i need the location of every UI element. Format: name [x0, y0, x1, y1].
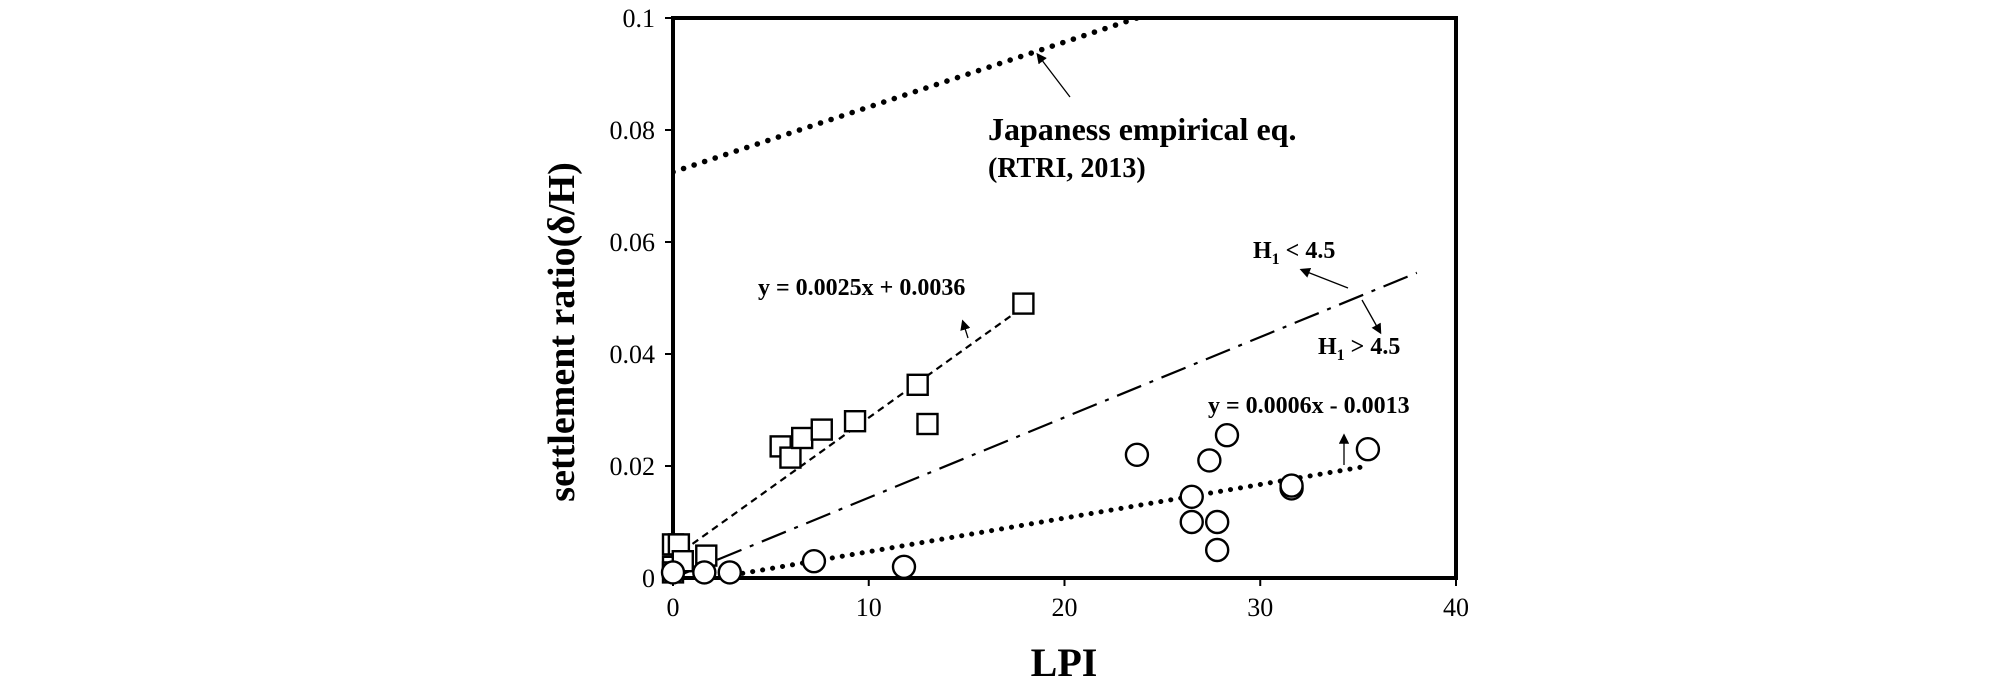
arrow-japanese-eq: [1036, 52, 1071, 98]
data-point-circle: [692, 560, 717, 585]
data-point-circle: [1124, 442, 1150, 467]
y-axis-title: settlement ratio(δ/H): [541, 162, 583, 501]
data-point-circle: [891, 554, 917, 579]
data-point-circle: [1355, 437, 1381, 462]
y-tick-label: 0.06: [610, 228, 656, 257]
data-point-circle: [1179, 509, 1204, 535]
arrow-equation-squares: [960, 319, 971, 339]
x-tick-label: 10: [856, 593, 882, 622]
annotation-h1-less: H1 < 4.5: [1253, 238, 1335, 268]
data-point-circle: [717, 560, 742, 585]
y-tick-label: 0.08: [610, 116, 656, 145]
data-point-square: [1012, 292, 1035, 315]
data-point-circle: [1204, 509, 1230, 535]
x-tick-label: 40: [1443, 593, 1469, 622]
annotation-equation-circles: y = 0.0006x - 0.0013: [1208, 393, 1410, 419]
data-point-square: [906, 373, 929, 396]
trend-line-dash-dot: [673, 271, 1418, 578]
annotation-h1-greater: H1 > 4.5: [1318, 334, 1400, 364]
annotation-japanese-eq: Japaness empirical eq.: [988, 111, 1296, 147]
arrow-h1-less: [1299, 267, 1349, 289]
x-tick-label: 0: [667, 593, 680, 622]
data-point-circle: [1214, 423, 1240, 448]
annotation-equation-squares: y = 0.0025x + 0.0036: [758, 275, 965, 301]
data-point-circle: [1279, 473, 1304, 498]
data-point-square: [916, 412, 939, 436]
trend-line-dotted: [700, 463, 1371, 578]
data-point-circle: [1197, 448, 1222, 473]
data-point-circle: [801, 549, 827, 574]
y-tick-label: 0.1: [623, 4, 656, 33]
y-tick-label: 0.02: [610, 452, 656, 481]
trend-line-dashed: [673, 306, 1025, 559]
x-axis-title: LPI: [1031, 640, 1098, 681]
y-tick-label: 0.04: [610, 340, 656, 369]
data-point-circle: [1204, 537, 1230, 563]
data-point-square: [843, 410, 867, 433]
y-tick-label: 0: [642, 564, 655, 593]
x-tick-label: 20: [1052, 593, 1078, 622]
arrow-h1-greater: [1361, 299, 1382, 335]
data-point-circle: [660, 560, 686, 585]
annotation-rtri: (RTRI, 2013): [988, 153, 1146, 184]
trend-line-dotted-heavy: [673, 18, 1140, 175]
data-point-square: [790, 426, 814, 450]
data-point-square: [810, 418, 833, 441]
x-tick-label: 30: [1247, 593, 1273, 622]
data-point-circle: [1179, 484, 1204, 509]
data-point-square: [779, 446, 802, 469]
